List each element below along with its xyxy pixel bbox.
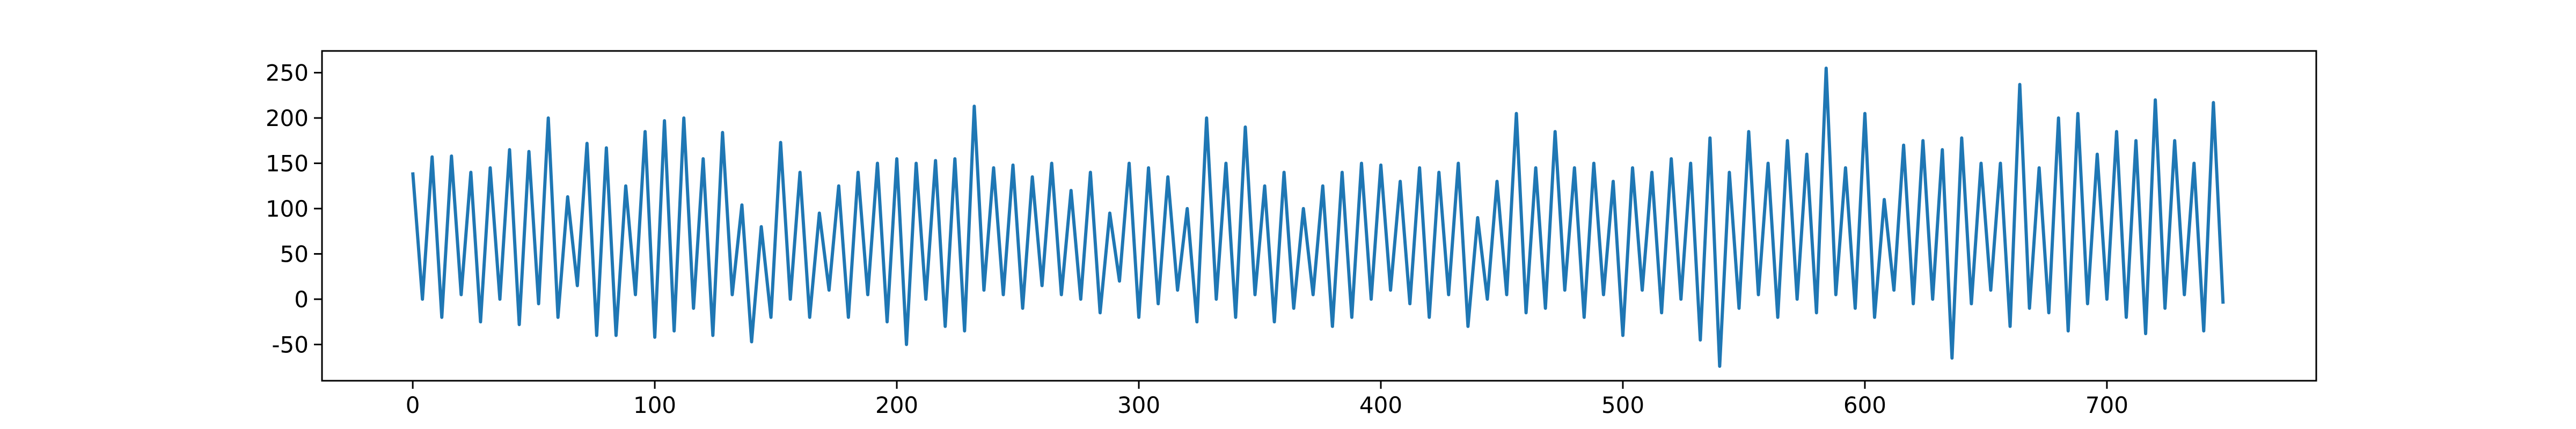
y-tick-label: 200 bbox=[266, 105, 309, 131]
x-tick-label: 700 bbox=[2085, 392, 2128, 418]
x-tick-label: 500 bbox=[1601, 392, 1644, 418]
x-tick-label: 400 bbox=[1359, 392, 1402, 418]
x-tick-label: 300 bbox=[1117, 392, 1160, 418]
x-tick-label: 100 bbox=[633, 392, 676, 418]
y-tick-label: 150 bbox=[266, 151, 309, 177]
data-line bbox=[411, 66, 2225, 368]
x-tick-label: 0 bbox=[406, 392, 420, 418]
y-tick-label: -50 bbox=[272, 331, 309, 358]
y-tick-label: 0 bbox=[294, 286, 309, 313]
y-tick-label: 50 bbox=[280, 241, 309, 267]
x-tick-label: 200 bbox=[875, 392, 918, 418]
y-tick-label: 250 bbox=[266, 60, 309, 86]
axes-frame bbox=[321, 50, 2317, 382]
x-tick-label: 600 bbox=[1843, 392, 1886, 418]
y-tick-label: 100 bbox=[266, 196, 309, 222]
